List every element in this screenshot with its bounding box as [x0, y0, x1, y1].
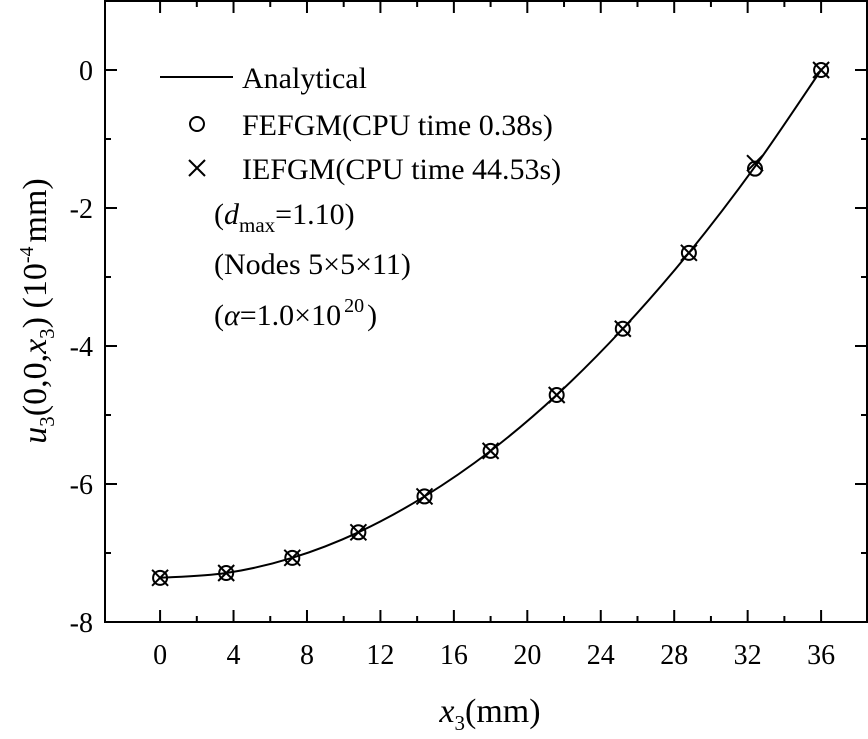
legend: Analytical FEFGM(CPU time 0.38s) IEFGM(C… [160, 62, 561, 186]
x-axis-title: x3(mm) [438, 693, 540, 735]
x-tick-label: 28 [660, 640, 688, 671]
annotation-dmax-open: ( [214, 198, 224, 231]
x-tick-label: 0 [153, 640, 167, 671]
y-tick-label: -8 [70, 608, 93, 639]
annotation-alpha-exp: 20 [344, 295, 364, 317]
y-axis-var: u [17, 427, 54, 444]
annotation-alpha-rest: =1.0×10 [240, 299, 341, 332]
fefgm-point [416, 488, 433, 505]
y-axis-sub: 3 [35, 416, 59, 427]
iefgm-point [547, 386, 566, 404]
y-axis-argsub: 3 [35, 328, 59, 339]
x-tick-label: 8 [300, 640, 314, 671]
tick-labels: 0 4 8 12 16 20 24 28 32 36 0 -2 -4 -6 -8 [70, 56, 835, 671]
x-tick-label: 36 [807, 640, 835, 671]
fefgm-point [746, 160, 763, 177]
plot-frame [104, 0, 868, 623]
fefgm-point [218, 565, 235, 582]
x-axis-var: x [438, 693, 454, 730]
iefgm-point [614, 320, 632, 338]
iefgm-point [415, 487, 434, 506]
fefgm-point [482, 442, 499, 459]
x-tick-label: 24 [587, 640, 615, 671]
annotation-dmax-var: d [224, 198, 240, 231]
fefgm-point [813, 62, 830, 78]
iefgm-point [151, 569, 169, 587]
annotation-alpha: (α=1.0×10 20) [214, 295, 377, 332]
fefgm-point [614, 320, 631, 337]
annotation-dmax: (dmax=1.10) [214, 198, 355, 237]
x-tick-label: 20 [513, 640, 541, 671]
y-axis-argvar: x [17, 339, 54, 355]
legend-label-analytical: Analytical [242, 62, 367, 95]
iefgm-point [481, 442, 500, 460]
legend-label-fefgm: FEFGM(CPU time 0.38s) [242, 109, 553, 142]
annotation-nodes: (Nodes 5×5×11) [214, 248, 411, 281]
y-axis-arg1: (0,0, [17, 354, 54, 416]
iefgm-point [349, 523, 368, 542]
ticks [105, 0, 867, 623]
iefgm-point [746, 154, 764, 172]
fefgm-point [284, 549, 301, 566]
legend-cross-symbol [188, 159, 206, 177]
y-tick-label: -2 [70, 194, 93, 225]
x-tick-label: 32 [734, 640, 762, 671]
y-axis-title: u3(0,0,x3) (10-4mm) [16, 178, 59, 443]
x-tick-label: 4 [227, 640, 241, 671]
x-axis-sub: 3 [455, 711, 466, 735]
iefgm-point [812, 61, 830, 79]
x-tick-label: 12 [366, 640, 394, 671]
legend-circle-symbol [189, 116, 205, 132]
iefgm-point [283, 549, 301, 567]
y-tick-label: -4 [70, 332, 93, 363]
series-layer [151, 61, 830, 587]
fefgm-point [548, 386, 565, 403]
fefgm-point [350, 524, 367, 541]
series-line-analytical [160, 69, 822, 579]
annotation-alpha-open: ( [214, 299, 224, 332]
annotation-dmax-rest: =1.10) [275, 198, 354, 231]
x-axis-unit: (mm) [465, 693, 541, 730]
y-tick-label: -6 [70, 470, 93, 501]
iefgm-point [680, 244, 698, 262]
x-tick-label: 16 [440, 640, 468, 671]
annotation-alpha-var: α [224, 299, 241, 332]
y-axis-exp: -4 [16, 246, 38, 263]
iefgm-point [217, 564, 235, 582]
y-tick-label: 0 [79, 56, 93, 87]
annotation-alpha-close: ) [367, 299, 377, 332]
y-axis-unit: mm) [17, 178, 54, 242]
fefgm-point [152, 569, 169, 586]
annotation-dmax-sub: max [239, 213, 276, 237]
legend-label-iefgm: IEFGM(CPU time 44.53s) [242, 153, 561, 186]
y-axis-arg2: ) (10 [17, 263, 54, 328]
fefgm-point [680, 244, 697, 261]
